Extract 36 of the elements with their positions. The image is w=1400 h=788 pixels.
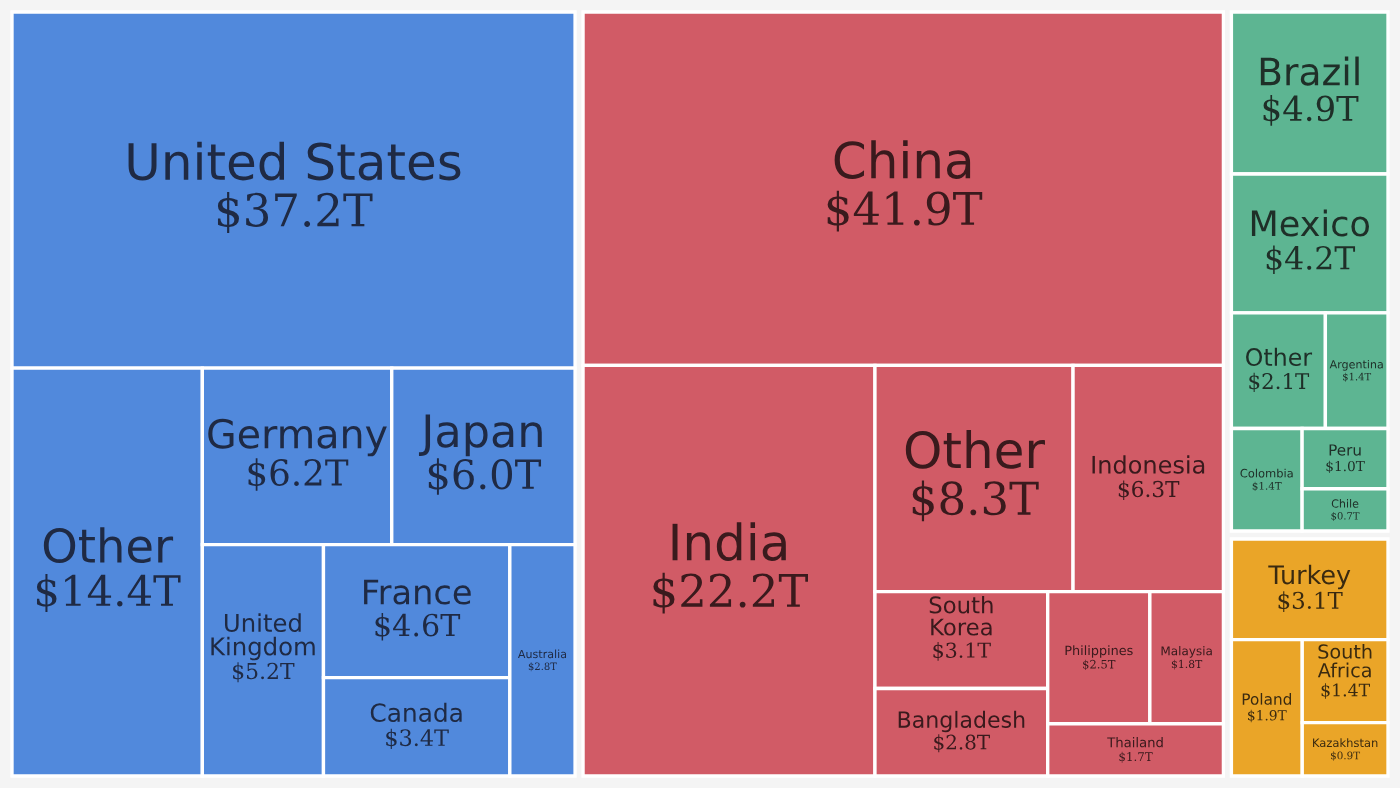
data-label: $37.2T [217, 192, 373, 233]
category-label: India [672, 522, 786, 561]
data-label: $2.8T [934, 734, 990, 753]
category-label: France [364, 579, 471, 605]
data-label: $3.1T [1278, 591, 1343, 613]
category-label: Other [43, 527, 174, 564]
category-label: Other [905, 430, 1045, 469]
data-label: $6.2T [248, 458, 349, 491]
category-label: Other [1246, 347, 1313, 367]
category-label: Canada [370, 702, 462, 723]
data-label: $5.2T [233, 662, 295, 683]
data-label: $2.1T [1249, 372, 1310, 393]
category-label: Indonesia [1092, 455, 1205, 474]
category-label: South Korea [929, 595, 993, 636]
category-label: China [834, 140, 971, 179]
data-label: $1.4T [1321, 683, 1370, 699]
category-label: Germany [208, 418, 387, 457]
data-label: $41.9T [827, 190, 983, 232]
category-label: United States [128, 141, 461, 181]
category-label: Bangladesh [898, 710, 1025, 733]
category-label: Japan [418, 414, 542, 457]
data-label: $4.2T [1266, 245, 1356, 274]
data-label: $6.3T [1118, 480, 1180, 501]
data-label: $3.4T [386, 728, 449, 750]
data-label: $6.0T [428, 458, 542, 495]
category-label: Brazil [1260, 56, 1359, 86]
data-label: $4.9T [1263, 94, 1359, 126]
data-label: $4.6T [375, 613, 461, 641]
category-label: United Kingdom [211, 613, 315, 661]
category-label: South Africa [1317, 643, 1372, 678]
category-label: Turkey [1268, 564, 1351, 590]
data-label: $8.3T [912, 480, 1039, 522]
category-label: Mexico [1251, 209, 1369, 237]
data-label: $3.1T [933, 642, 991, 661]
data-label: $14.4T [36, 574, 181, 612]
data-label: $22.2T [653, 572, 808, 614]
